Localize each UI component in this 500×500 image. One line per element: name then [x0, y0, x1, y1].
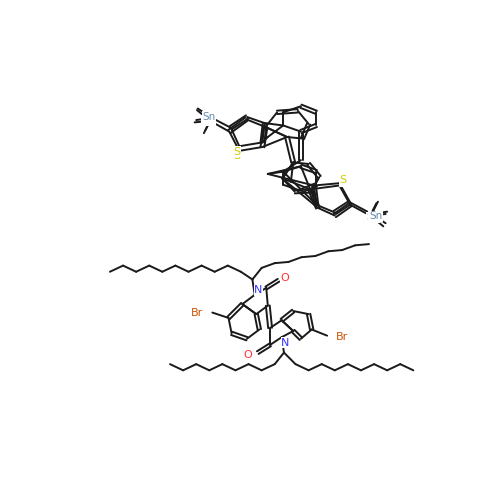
Text: N: N	[282, 338, 290, 347]
Text: O: O	[280, 273, 289, 283]
Text: S: S	[234, 151, 240, 161]
Text: Sn: Sn	[366, 212, 380, 222]
Text: O: O	[243, 350, 252, 360]
Text: S: S	[234, 146, 240, 156]
Text: S: S	[340, 175, 347, 185]
Text: Sn: Sn	[202, 115, 215, 125]
Text: Br: Br	[336, 332, 348, 342]
Text: Sn: Sn	[369, 212, 382, 222]
Text: Sn: Sn	[202, 112, 216, 122]
Text: S: S	[340, 176, 347, 186]
Text: Br: Br	[191, 308, 203, 318]
Text: N: N	[254, 285, 262, 295]
